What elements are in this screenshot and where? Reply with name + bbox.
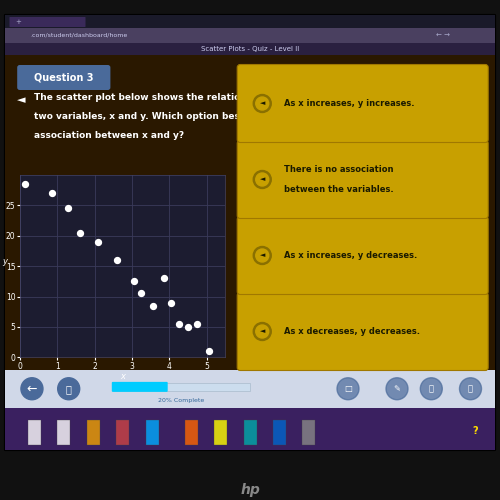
Circle shape	[256, 97, 269, 110]
Bar	[28, 420, 41, 445]
Point	[130, 278, 138, 285]
Bar	[302, 420, 316, 445]
Circle shape	[420, 378, 442, 400]
Point	[167, 298, 175, 306]
Bar	[5, 55, 495, 370]
Circle shape	[386, 378, 408, 400]
Circle shape	[254, 322, 271, 340]
Text: +: +	[15, 19, 21, 25]
Point	[94, 238, 102, 246]
FancyBboxPatch shape	[17, 65, 110, 90]
Bar	[5, 28, 495, 42]
Text: two variables, x and y. Which option best describes the: two variables, x and y. Which option bes…	[34, 112, 316, 120]
Text: ⏸: ⏸	[66, 384, 71, 394]
Bar	[58, 420, 70, 445]
Bar	[113, 383, 250, 391]
FancyBboxPatch shape	[237, 216, 488, 294]
Point	[184, 323, 192, 331]
Circle shape	[256, 173, 269, 186]
Point	[148, 302, 156, 310]
Circle shape	[21, 378, 43, 400]
Circle shape	[254, 94, 271, 112]
Y-axis label: y: y	[2, 257, 7, 266]
Text: The scatter plot below shows the relationship between: The scatter plot below shows the relatio…	[34, 92, 316, 102]
Point	[160, 274, 168, 282]
Bar	[5, 15, 495, 28]
Point	[76, 228, 84, 236]
Circle shape	[337, 378, 359, 400]
Circle shape	[256, 249, 269, 262]
Bar	[273, 420, 286, 445]
Text: .com/student/dashboard/home: .com/student/dashboard/home	[30, 32, 127, 38]
FancyBboxPatch shape	[2, 12, 498, 452]
FancyBboxPatch shape	[10, 17, 86, 27]
Circle shape	[254, 170, 271, 188]
Text: There is no association: There is no association	[284, 165, 394, 174]
Text: ◄: ◄	[260, 328, 265, 334]
Point	[138, 290, 145, 298]
Text: ⬜: ⬜	[429, 384, 434, 393]
Point	[174, 320, 182, 328]
Text: 20% Complete: 20% Complete	[158, 398, 204, 403]
Text: association between x and y?: association between x and y?	[34, 130, 184, 140]
Bar	[116, 420, 129, 445]
Text: ◄: ◄	[260, 100, 265, 106]
Text: between the variables.: between the variables.	[284, 185, 394, 194]
Text: ✎: ✎	[394, 384, 400, 393]
Point	[64, 204, 72, 212]
Bar	[214, 420, 227, 445]
Circle shape	[58, 378, 80, 400]
Point	[204, 348, 212, 356]
Text: ◄: ◄	[260, 176, 265, 182]
Bar	[5, 408, 495, 450]
Bar	[244, 420, 256, 445]
Point	[22, 180, 30, 188]
Bar	[5, 42, 495, 55]
Bar	[146, 420, 158, 445]
Text: ?: ?	[472, 426, 478, 436]
Text: hp: hp	[240, 483, 260, 497]
Text: ◄: ◄	[17, 95, 26, 105]
Text: Question 3: Question 3	[34, 72, 94, 83]
FancyBboxPatch shape	[112, 382, 168, 392]
Circle shape	[254, 246, 271, 264]
Text: □: □	[344, 384, 352, 393]
Bar	[184, 420, 198, 445]
Text: As x increases, y decreases.: As x increases, y decreases.	[284, 251, 418, 260]
FancyBboxPatch shape	[237, 292, 488, 370]
Circle shape	[460, 378, 481, 400]
Text: As x increases, y increases.: As x increases, y increases.	[284, 99, 415, 108]
FancyBboxPatch shape	[237, 64, 488, 142]
Text: ←: ←	[26, 382, 37, 395]
Point	[48, 189, 56, 197]
Bar	[86, 420, 100, 445]
X-axis label: x: x	[120, 372, 125, 381]
Bar	[5, 370, 495, 408]
Text: As x decreases, y decreases.: As x decreases, y decreases.	[284, 327, 420, 336]
Text: ← →: ← →	[436, 32, 450, 38]
FancyBboxPatch shape	[237, 140, 488, 218]
Point	[194, 320, 202, 328]
Text: ⬛: ⬛	[468, 384, 473, 393]
Circle shape	[256, 325, 269, 338]
Point	[113, 256, 121, 264]
Text: Scatter Plots - Quiz - Level II: Scatter Plots - Quiz - Level II	[201, 46, 299, 52]
Text: ◄: ◄	[260, 252, 265, 258]
